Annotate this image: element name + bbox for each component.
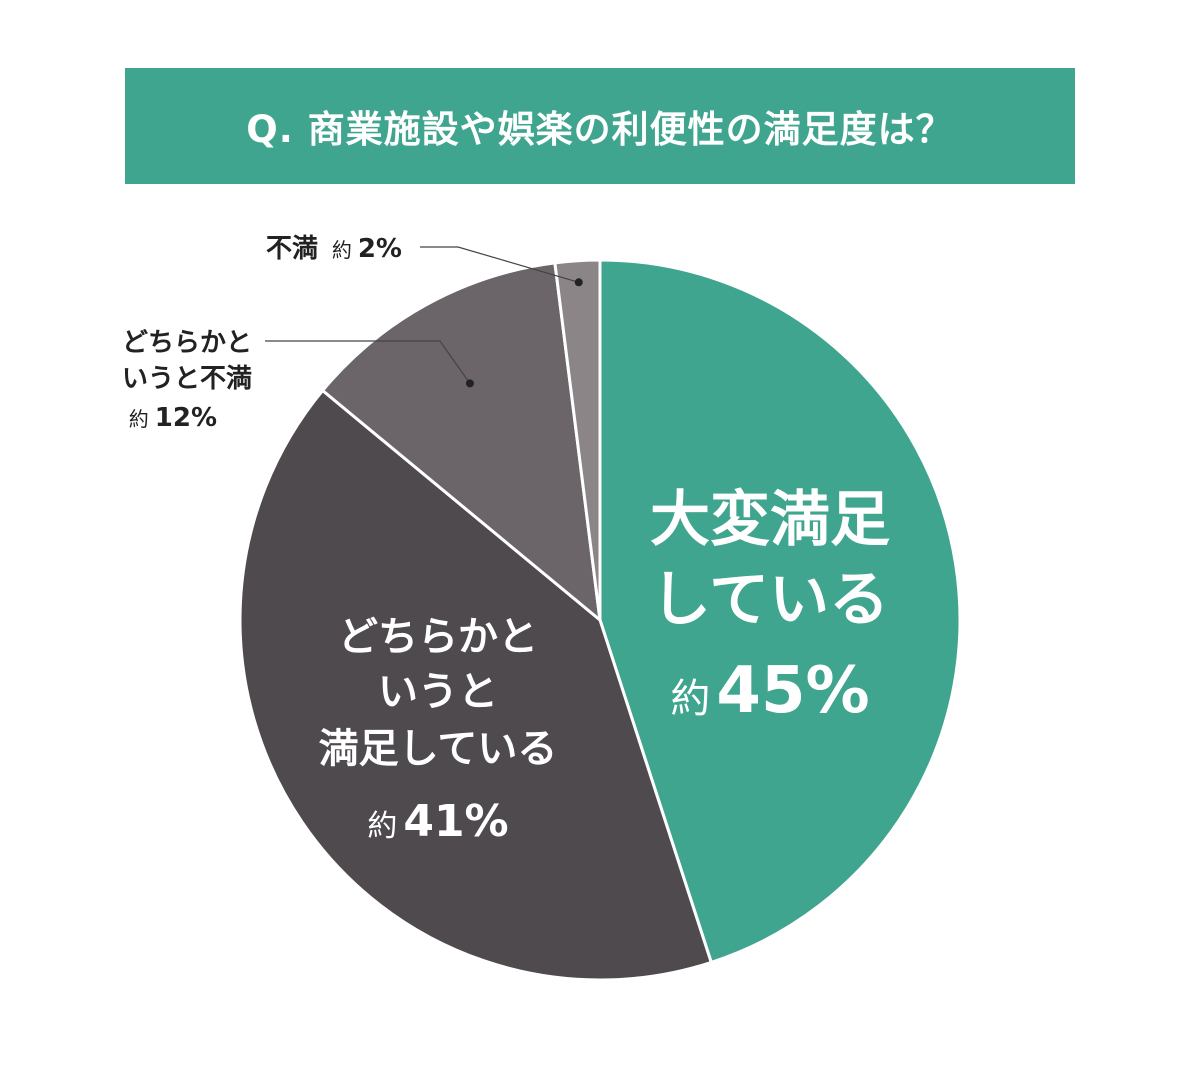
chart-title: Q. 商業施設や娯楽の利便性の満足度は？ <box>246 108 954 151</box>
pie-slices <box>238 258 962 982</box>
slice-2-value-prefix: 約 <box>367 809 397 844</box>
slice-3-value-prefix: 約 <box>129 407 149 431</box>
slice-2-label-line-3: 満足している <box>319 726 558 772</box>
leader-line-slice-4 <box>420 246 579 283</box>
slice-4-value: 約 2% <box>332 234 402 264</box>
slice-1-value-number: 45% <box>716 654 869 728</box>
pie-slice-4 <box>553 258 602 622</box>
slice-1-label-line-2: している <box>651 565 889 635</box>
slice-3-label-line-2: いうと不満 <box>122 364 252 394</box>
leader-dot-slice-3 <box>465 379 474 388</box>
slice-3-label-line-1: どちらかと <box>122 328 252 358</box>
pie-slice-2 <box>238 389 713 982</box>
slice-4-value-prefix: 約 <box>332 238 352 262</box>
pie-slice-3 <box>321 261 602 622</box>
leader-dot-slice-4 <box>574 278 583 287</box>
slice-2-label-line-2: いうと <box>378 669 498 715</box>
title-bar: Q. 商業施設や娯楽の利便性の満足度は？ <box>125 68 1075 184</box>
leader-line-slice-3 <box>265 340 471 384</box>
slice-4-value-number: 2% <box>358 234 402 264</box>
pie-slice-1 <box>598 258 962 964</box>
slice-2-label-line-1: どちらかと <box>338 614 538 660</box>
slice-3-value: 約 12% <box>129 403 217 433</box>
slice-1-value-prefix: 約 <box>670 676 710 722</box>
slice-2-value-number: 41% <box>403 796 508 847</box>
slice-2-value: 約 41% <box>367 796 508 847</box>
slice-4-label-line-1: 不満 <box>266 234 318 264</box>
slice-1-label-line-1: 大変満足 <box>650 485 890 555</box>
slice-1-value: 約45% <box>670 654 869 728</box>
leader-lines <box>265 246 583 388</box>
slice-3-value-number: 12% <box>155 403 217 433</box>
